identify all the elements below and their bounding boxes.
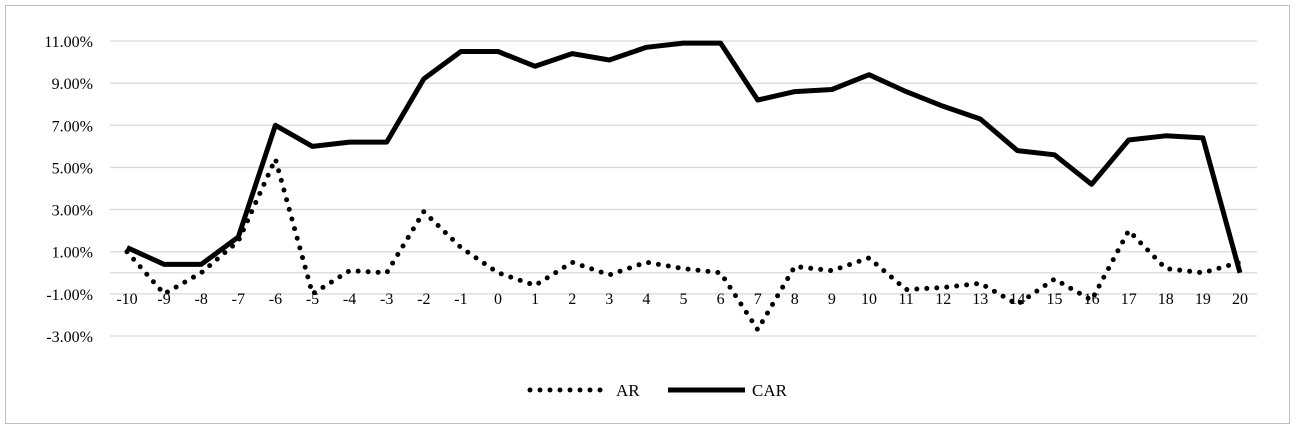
x-tick-label: 18 — [1158, 291, 1174, 308]
x-tick-label: 0 — [494, 291, 502, 308]
y-tick-label: 11.00% — [44, 34, 93, 51]
x-tick-label: 10 — [861, 291, 877, 308]
legend-car-label: CAR — [752, 381, 788, 400]
y-tick-label: -3.00% — [46, 329, 93, 346]
series-car-line — [125, 40, 1243, 274]
x-tick-label: 13 — [972, 291, 988, 308]
y-tick-label: 5.00% — [52, 160, 93, 177]
x-tick-label: 1 — [531, 291, 539, 308]
x-tick-label: 6 — [717, 291, 725, 308]
series-lines — [124, 40, 1243, 333]
x-tick-label: 17 — [1121, 291, 1137, 308]
x-tick-label: -5 — [306, 291, 319, 308]
legend-ar-label: AR — [616, 381, 640, 400]
x-tick-label: 3 — [605, 291, 613, 308]
y-tick-label: 9.00% — [52, 76, 93, 93]
x-tick-label: -7 — [232, 291, 245, 308]
y-axis-tick-labels: 11.00% 9.00% 7.00% 5.00% 3.00% 1.00% -1.00% -3.… — [44, 34, 93, 346]
x-tick-label: 11 — [898, 291, 913, 308]
chart-frame — [5, 5, 1290, 424]
x-tick-label: 7 — [754, 291, 762, 308]
x-tick-label: 4 — [642, 291, 650, 308]
x-tick-label: -3 — [380, 291, 393, 308]
x-tick-label: -1 — [454, 291, 467, 308]
y-tick-label: 3.00% — [52, 203, 93, 220]
series-ar-line — [124, 156, 1243, 333]
x-tick-label: -6 — [269, 291, 282, 308]
gridlines — [110, 40, 1257, 337]
x-tick-label: 5 — [680, 291, 688, 308]
x-tick-label: -8 — [195, 291, 208, 308]
x-tick-label: -9 — [157, 291, 170, 308]
y-tick-label: 1.00% — [52, 245, 93, 262]
x-tick-label: 19 — [1195, 291, 1211, 308]
x-tick-label: 2 — [568, 291, 576, 308]
x-tick-label: 20 — [1232, 291, 1248, 308]
y-tick-label: -1.00% — [46, 287, 93, 304]
x-axis-tick-labels: -10 -9 -8 -7 -6 -5 -4 -3 -2 -1 0 1 2 3 4 5 6 7 8 9 10 11 12 13 1… — [116, 291, 1248, 308]
x-tick-label: 9 — [828, 291, 836, 308]
x-tick-label: -2 — [417, 291, 430, 308]
x-tick-label: 15 — [1047, 291, 1063, 308]
x-tick-label: -10 — [116, 291, 137, 308]
legend: AR CAR — [527, 381, 788, 400]
x-tick-label: 12 — [935, 291, 951, 308]
y-tick-label: 7.00% — [52, 118, 93, 135]
x-tick-label: -4 — [343, 291, 356, 308]
x-tick-label: 8 — [791, 291, 799, 308]
